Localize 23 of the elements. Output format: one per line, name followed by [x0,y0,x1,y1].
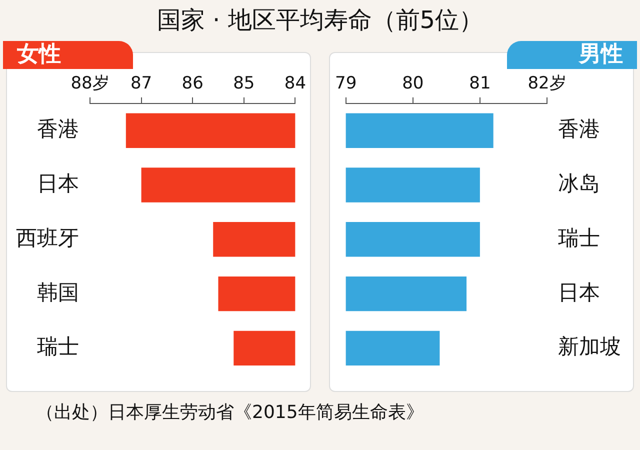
x-tick-label: 80 [402,74,424,94]
y-tick-label: 新加坡 [558,334,621,359]
x-tick-label: 79 [334,74,357,94]
x-tick-label: 84 [284,74,306,94]
x-tick-label: 81 [469,74,491,94]
y-tick-label: 瑞士 [558,226,600,250]
y-tick-label: 冰岛 [558,171,600,196]
chart-title: 国家 · 地区平均寿命（前5位） [156,5,484,36]
text: （出处）日本厚生劳动省《2015年简易生命表》 [35,401,425,424]
x-tick-label: 85 [233,74,255,94]
y-tick-label: 韩国 [37,280,79,304]
x-tick-label: 87 [130,74,152,94]
x-tick-label: 82岁 [528,74,566,94]
y-tick-label: 瑞士 [37,334,79,359]
y-tick-label: 西班牙 [16,226,79,250]
x-tick-label: 86 [182,74,204,94]
y-tick-label: 香港 [37,117,79,142]
y-tick-label: 日本 [558,280,600,304]
x-tick-label: 88岁 [70,74,110,94]
y-tick-label: 日本 [37,171,79,196]
y-tick-label: 香港 [558,117,600,142]
chart-subtitle: 女性 [3,41,133,69]
text: 男性 [507,41,637,69]
